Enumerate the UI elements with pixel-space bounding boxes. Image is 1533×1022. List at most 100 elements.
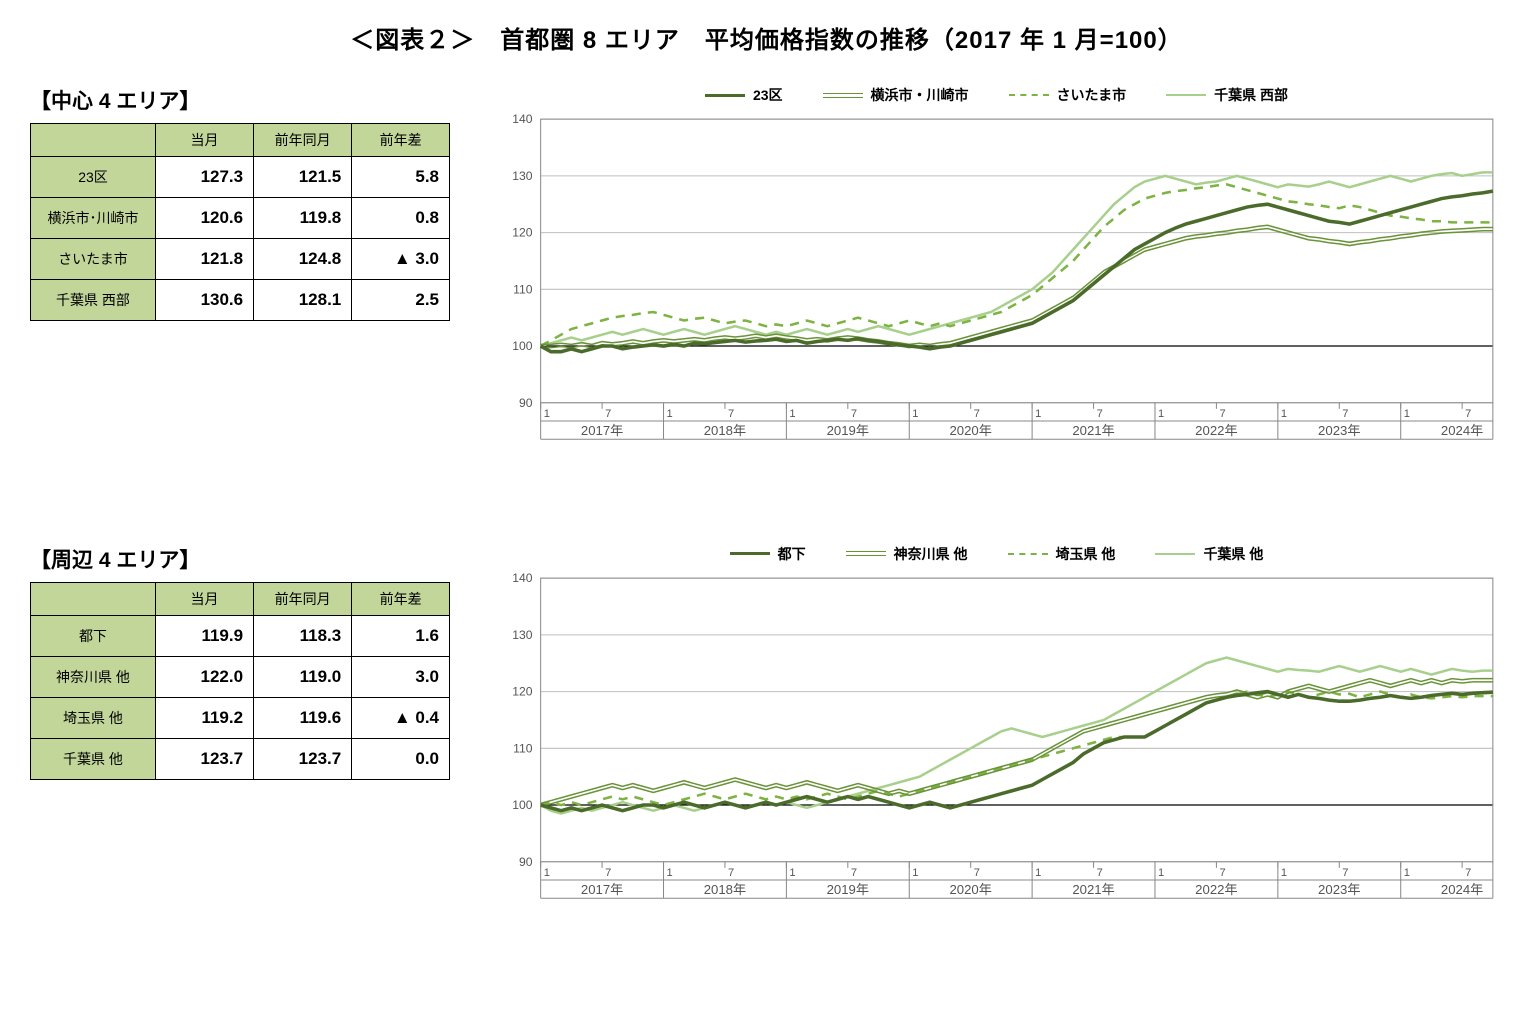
cell-cur: 127.3	[155, 157, 253, 198]
legend-label: 23区	[753, 85, 783, 105]
legend-item: 23区	[705, 85, 783, 105]
legend-swatch	[1009, 94, 1049, 96]
legend-item: 神奈川県 他	[846, 544, 968, 564]
row-label: 千葉県 他	[31, 738, 156, 779]
th-prev: 前年同月	[254, 582, 352, 615]
cell-prev: 128.1	[254, 280, 352, 321]
th-cur: 当月	[155, 582, 253, 615]
cell-diff: ▲ 0.4	[352, 697, 450, 738]
svg-text:1: 1	[1158, 408, 1164, 420]
page-title: ＜図表２＞ 首都圏 8 エリア 平均価格指数の推移（2017 年 1 月=100…	[30, 20, 1503, 55]
legend-item: 横浜市・川崎市	[823, 85, 969, 105]
legend-label: さいたま市	[1057, 85, 1127, 105]
th-blank	[31, 582, 156, 615]
svg-text:7: 7	[1465, 867, 1471, 879]
legend-swatch	[1166, 94, 1206, 96]
section-center: 【中心 4 エリア】 当月 前年同月 前年差 23区127.3121.55.8横…	[30, 85, 1503, 474]
svg-text:1: 1	[544, 867, 550, 879]
svg-text:100: 100	[512, 339, 533, 353]
legend-swatch	[705, 94, 745, 97]
cell-prev: 118.3	[254, 615, 352, 656]
cell-cur: 119.9	[155, 615, 253, 656]
svg-text:1: 1	[667, 408, 673, 420]
svg-text:2017年: 2017年	[581, 882, 623, 897]
svg-text:2019年: 2019年	[827, 423, 869, 438]
table-row: 埼玉県 他119.2119.6▲ 0.4	[31, 697, 450, 738]
svg-text:2022年: 2022年	[1195, 423, 1237, 438]
svg-text:7: 7	[851, 867, 857, 879]
svg-text:2020年: 2020年	[949, 423, 991, 438]
cell-cur: 119.2	[155, 697, 253, 738]
legend-label: 埼玉県 他	[1056, 544, 1116, 564]
th-cur: 当月	[155, 124, 253, 157]
svg-text:90: 90	[519, 854, 533, 868]
table-row: 横浜市･川崎市120.6119.80.8	[31, 198, 450, 239]
svg-text:2024年: 2024年	[1441, 882, 1483, 897]
svg-text:7: 7	[1097, 408, 1103, 420]
legend-label: 都下	[778, 544, 806, 564]
cell-prev: 119.6	[254, 697, 352, 738]
legend-item: 埼玉県 他	[1008, 544, 1116, 564]
legend-item: 千葉県 西部	[1166, 85, 1288, 105]
heading-center: 【中心 4 エリア】	[30, 85, 450, 115]
svg-text:7: 7	[605, 867, 611, 879]
row-label: 23区	[31, 157, 156, 198]
svg-text:7: 7	[1342, 867, 1348, 879]
row-label: 都下	[31, 615, 156, 656]
legend-label: 神奈川県 他	[894, 544, 968, 564]
legend-label: 横浜市・川崎市	[871, 85, 969, 105]
svg-text:1: 1	[667, 867, 673, 879]
svg-text:2017年: 2017年	[581, 423, 623, 438]
svg-text:1: 1	[544, 408, 550, 420]
cell-cur: 130.6	[155, 280, 253, 321]
legend-item: 都下	[730, 544, 806, 564]
legend-swatch	[823, 93, 863, 98]
cell-prev: 119.0	[254, 656, 352, 697]
legend-swatch	[730, 552, 770, 555]
svg-text:2021年: 2021年	[1072, 882, 1114, 897]
svg-text:2024年: 2024年	[1441, 423, 1483, 438]
row-label: さいたま市	[31, 239, 156, 280]
svg-text:2023年: 2023年	[1318, 423, 1360, 438]
svg-text:90: 90	[519, 396, 533, 410]
svg-text:7: 7	[1465, 408, 1471, 420]
legend-label: 千葉県 他	[1203, 544, 1263, 564]
legend-label: 千葉県 西部	[1214, 85, 1288, 105]
svg-text:1: 1	[1158, 867, 1164, 879]
svg-text:1: 1	[1404, 408, 1410, 420]
row-label: 埼玉県 他	[31, 697, 156, 738]
legend-swatch	[1155, 553, 1195, 555]
cell-cur: 122.0	[155, 656, 253, 697]
table-outer: 当月 前年同月 前年差 都下119.9118.31.6神奈川県 他122.011…	[30, 582, 450, 780]
legend-item: さいたま市	[1009, 85, 1127, 105]
svg-text:1: 1	[912, 408, 918, 420]
legend-swatch	[1008, 553, 1048, 555]
svg-text:120: 120	[512, 684, 533, 698]
svg-text:7: 7	[1097, 867, 1103, 879]
section-outer: 【周辺 4 エリア】 当月 前年同月 前年差 都下119.9118.31.6神奈…	[30, 544, 1503, 933]
cell-cur: 121.8	[155, 239, 253, 280]
svg-text:1: 1	[1035, 408, 1041, 420]
table-row: さいたま市121.8124.8▲ 3.0	[31, 239, 450, 280]
cell-prev: 124.8	[254, 239, 352, 280]
svg-text:130: 130	[512, 169, 533, 183]
cell-diff: 3.0	[352, 656, 450, 697]
svg-text:7: 7	[851, 408, 857, 420]
cell-prev: 123.7	[254, 738, 352, 779]
th-blank	[31, 124, 156, 157]
chart-outer: 90100110120130140172017年172018年172019年17…	[490, 568, 1503, 933]
legend-item: 千葉県 他	[1155, 544, 1263, 564]
svg-text:7: 7	[605, 408, 611, 420]
table-row: 千葉県 他123.7123.70.0	[31, 738, 450, 779]
svg-text:1: 1	[1281, 867, 1287, 879]
svg-text:7: 7	[1342, 408, 1348, 420]
heading-outer: 【周辺 4 エリア】	[30, 544, 450, 574]
table-row: 神奈川県 他122.0119.03.0	[31, 656, 450, 697]
legend-outer: 都下 神奈川県 他 埼玉県 他 千葉県 他	[490, 544, 1503, 564]
svg-text:7: 7	[974, 867, 980, 879]
legend-swatch	[846, 551, 886, 556]
table-row: 都下119.9118.31.6	[31, 615, 450, 656]
svg-text:120: 120	[512, 226, 533, 240]
table-row: 千葉県 西部130.6128.12.5	[31, 280, 450, 321]
cell-diff: 0.8	[352, 198, 450, 239]
